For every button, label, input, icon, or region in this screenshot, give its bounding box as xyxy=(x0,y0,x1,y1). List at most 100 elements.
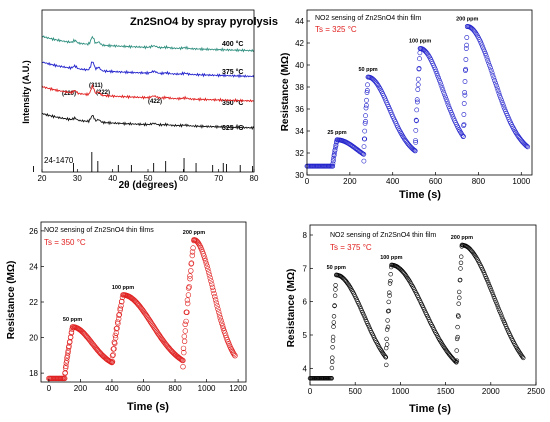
series-label-350: 350 °C xyxy=(222,99,243,107)
data-point xyxy=(457,295,462,300)
data-point xyxy=(454,360,459,365)
data-point xyxy=(434,71,440,76)
data-point xyxy=(65,350,71,356)
data-point xyxy=(499,312,504,318)
data-point xyxy=(494,85,500,91)
sensing-ytick-label: 22 xyxy=(29,298,38,307)
series-label-325: 325 °C xyxy=(222,124,243,132)
data-point xyxy=(498,97,504,103)
data-point xyxy=(499,100,505,105)
data-point xyxy=(191,237,197,243)
data-point xyxy=(485,278,490,283)
data-point xyxy=(523,143,529,148)
concentration-label: 100 ppm xyxy=(409,39,431,45)
data-point xyxy=(464,42,469,48)
data-point xyxy=(216,312,223,318)
data-point xyxy=(218,317,224,324)
data-point xyxy=(383,355,389,360)
data-point xyxy=(479,42,485,48)
data-point xyxy=(414,107,420,113)
data-point xyxy=(443,96,449,102)
data-point xyxy=(211,290,217,297)
data-point xyxy=(481,46,486,52)
panel-350-xlabel: Time (s) xyxy=(127,401,169,413)
data-point xyxy=(421,47,427,53)
data-point xyxy=(484,55,490,61)
data-point xyxy=(184,297,191,303)
sensing-ytick-label: 18 xyxy=(29,369,38,378)
data-point xyxy=(488,286,493,291)
data-point xyxy=(365,74,371,80)
data-point xyxy=(525,144,531,150)
data-point xyxy=(219,320,225,326)
data-point xyxy=(69,324,76,330)
series-label-400: 400 °C xyxy=(222,40,243,48)
data-point xyxy=(111,339,118,345)
data-point xyxy=(435,73,441,79)
sensing-xtick-label: 1200 xyxy=(229,384,247,393)
data-point xyxy=(333,287,338,292)
data-point xyxy=(181,333,188,340)
data-point xyxy=(331,314,337,319)
data-point xyxy=(493,298,498,303)
data-point xyxy=(189,249,196,255)
data-point xyxy=(440,87,446,93)
data-point xyxy=(334,137,340,143)
data-point xyxy=(524,143,530,149)
data-point xyxy=(449,112,455,118)
data-point xyxy=(461,123,466,128)
xrd-series-line xyxy=(41,112,255,131)
data-point xyxy=(112,332,119,339)
data-point xyxy=(201,253,207,259)
data-point xyxy=(413,138,418,143)
data-point xyxy=(454,336,460,342)
data-point xyxy=(487,65,493,71)
data-point xyxy=(413,139,419,145)
concentration-label: 200 ppm xyxy=(451,235,473,241)
data-point xyxy=(330,163,336,169)
data-point xyxy=(217,315,223,321)
data-point xyxy=(458,266,463,271)
data-point xyxy=(403,137,408,143)
data-point xyxy=(499,314,505,320)
data-point xyxy=(387,293,392,298)
data-point xyxy=(415,76,421,82)
sensing-xtick-label: 1000 xyxy=(198,384,216,393)
data-point xyxy=(202,255,208,261)
data-point xyxy=(414,97,420,103)
data-point xyxy=(501,104,507,110)
data-point xyxy=(417,50,423,56)
sensing-xtick-label: 600 xyxy=(137,384,151,393)
data-point xyxy=(464,35,470,40)
data-point xyxy=(110,346,117,352)
data-point xyxy=(457,289,462,295)
data-point xyxy=(210,287,217,294)
data-point xyxy=(63,363,69,369)
data-point xyxy=(189,252,196,259)
data-point xyxy=(182,328,189,334)
data-point xyxy=(215,306,221,312)
data-point xyxy=(231,351,237,358)
data-point xyxy=(481,48,487,54)
sensing-xtick-label: 800 xyxy=(168,384,182,393)
data-point xyxy=(447,106,452,111)
data-point xyxy=(490,73,496,78)
data-point xyxy=(482,51,488,56)
data-point xyxy=(116,311,123,318)
data-point xyxy=(330,359,335,364)
sensing-ytick-label: 7 xyxy=(303,264,308,273)
xrd-panel: Zn2SnO4 by spray pyrolysis Intensity (A.… xyxy=(21,9,278,191)
data-point xyxy=(363,103,369,108)
sensing-ytick-label: 42 xyxy=(295,39,304,48)
data-point xyxy=(185,285,192,291)
data-point xyxy=(448,108,453,113)
sensing-ytick-label: 26 xyxy=(29,227,38,236)
data-point xyxy=(437,80,443,86)
data-point xyxy=(330,338,336,343)
data-point xyxy=(331,155,336,161)
data-point xyxy=(332,303,337,309)
sensing-frame xyxy=(306,9,533,176)
data-point xyxy=(361,136,367,142)
data-point xyxy=(459,242,465,248)
peak-annotation-311: (311) xyxy=(89,83,103,89)
